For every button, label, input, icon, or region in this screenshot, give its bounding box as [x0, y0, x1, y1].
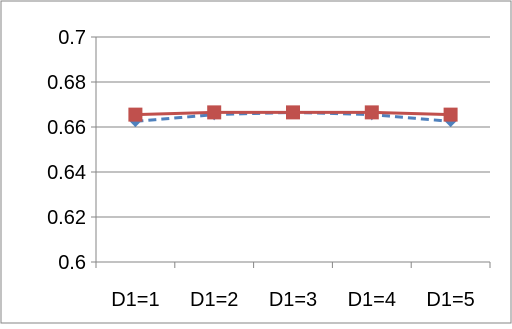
y-tick-label: 0.68	[47, 72, 86, 94]
x-tick-label: D1=5	[426, 289, 474, 311]
y-tick-labels: 0.6 0.62 0.64 0.66 0.68 0.7	[47, 27, 86, 274]
grid-lines	[96, 36, 490, 218]
series-2-point	[443, 107, 458, 122]
series-2-point	[364, 105, 379, 120]
x-tick-labels: D1=1 D1=2 D1=3 D1=4 D1=5	[111, 289, 475, 311]
y-tick-label: 0.66	[47, 117, 86, 139]
axes	[91, 36, 491, 268]
x-tick-label: D1=2	[190, 289, 238, 311]
y-tick-label: 0.64	[47, 162, 86, 184]
y-tick-label: 0.7	[58, 27, 86, 49]
x-tick-label: D1=4	[348, 289, 396, 311]
series-2-point	[207, 105, 222, 120]
x-tick-label: D1=3	[269, 289, 317, 311]
y-tick-label: 0.6	[58, 252, 86, 274]
series-2-point	[128, 107, 143, 122]
series-2-point	[286, 105, 300, 120]
series-markers	[128, 105, 458, 128]
x-tick-label: D1=1	[111, 289, 159, 311]
y-tick-label: 0.62	[47, 207, 86, 229]
